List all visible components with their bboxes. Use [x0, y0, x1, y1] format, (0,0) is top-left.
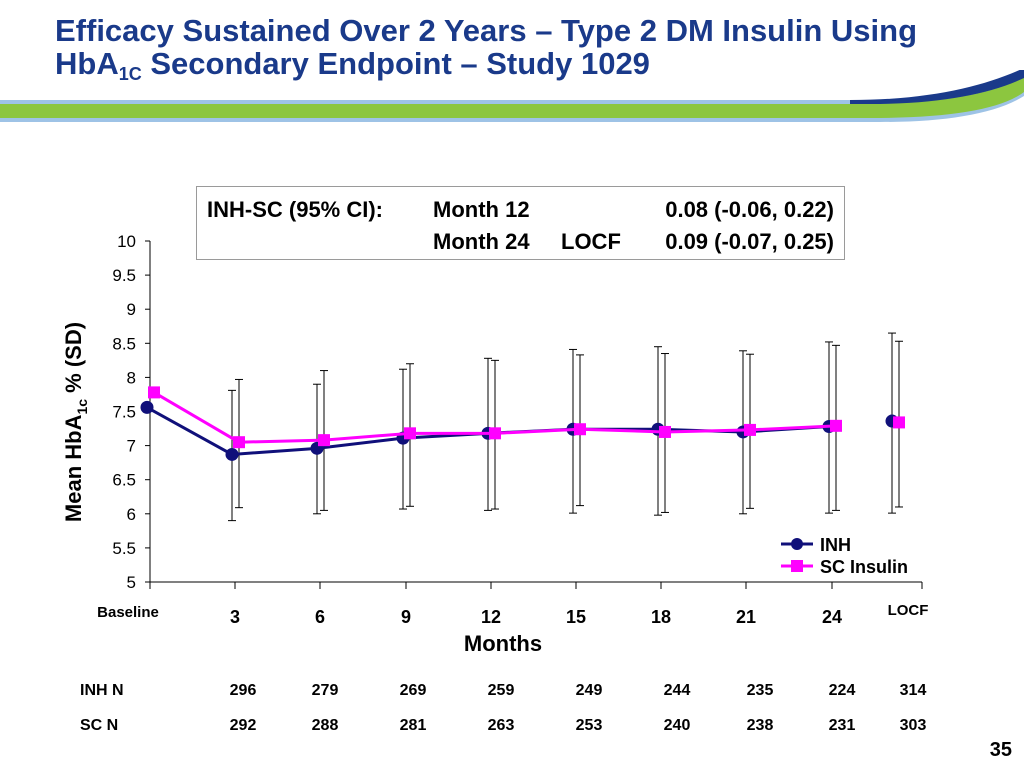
inh-data-point	[140, 400, 154, 414]
n-cell: 240	[663, 717, 691, 734]
n-cell: 259	[487, 682, 515, 699]
ci-label: INH-SC (95% CI):	[207, 197, 384, 222]
y-tick-label: 6.5	[112, 471, 136, 490]
x-tick-label: 6	[315, 607, 325, 627]
y-tick-label: 7	[127, 437, 136, 456]
x-tick-label: 15	[566, 607, 586, 627]
n-cell: 296	[229, 682, 257, 699]
n-cell: 288	[311, 717, 339, 734]
y-tick-label: 10	[117, 232, 136, 251]
sc-data-point	[574, 423, 586, 436]
ci-row1-value: 0.08 (-0.06, 0.22)	[665, 197, 834, 222]
ci-row2-time: Month 24	[433, 229, 530, 254]
n-cell: 281	[399, 717, 427, 734]
n-cell: 224	[828, 682, 856, 699]
y-tick-label: 5.5	[112, 539, 136, 558]
sc-data-point	[148, 386, 160, 399]
page-number: 35	[989, 739, 1012, 761]
ci-row2-value: 0.09 (-0.07, 0.25)	[665, 229, 834, 254]
n-cell: 279	[311, 682, 339, 699]
x-tick-label: Baseline	[97, 604, 159, 621]
y-tick-label: 5	[127, 573, 136, 592]
y-tick-label: 6	[127, 505, 136, 524]
n-cell: 269	[399, 682, 427, 699]
title-line-2-suffix: Secondary Endpoint – Study 1029	[141, 46, 650, 81]
n-cell: 292	[229, 717, 257, 734]
sc-data-point	[404, 427, 416, 440]
banner-blue-wave	[850, 70, 1024, 104]
n-cell: 244	[663, 682, 691, 699]
n-row-label-sc: SC N	[80, 717, 119, 734]
x-tick-label: 9	[401, 607, 411, 627]
legend-label: SC Insulin	[820, 557, 908, 577]
sc-data-point	[830, 419, 842, 432]
sc-data-point	[744, 423, 756, 436]
y-axis-title: Mean HbA1c % (SD)	[61, 322, 90, 522]
n-cell: 249	[575, 682, 603, 699]
sc-data-point	[318, 434, 330, 447]
legend-marker-square	[791, 560, 803, 572]
x-tick-label: LOCF	[888, 602, 929, 619]
n-cell: 231	[828, 717, 856, 734]
ci-row2-method: LOCF	[561, 229, 621, 254]
x-tick-label: 21	[736, 607, 756, 627]
x-tick-label: 18	[651, 607, 671, 627]
y-tick-label: 7.5	[112, 403, 136, 422]
title-line-1: Efficacy Sustained Over 2 Years – Type 2…	[55, 13, 918, 48]
x-tick-label: 12	[481, 607, 501, 627]
title-line-2-subscript: 1C	[118, 64, 142, 84]
n-cell: 263	[487, 717, 515, 734]
n-row-label-inh: INH N	[80, 682, 124, 699]
slide-title: Efficacy Sustained Over 2 Years – Type 2…	[55, 13, 918, 83]
title-line-2-prefix: HbA	[55, 46, 119, 81]
x-axis-title: Months	[464, 631, 542, 656]
legend-label: INH	[820, 535, 851, 555]
y-tick-label: 9.5	[112, 266, 136, 285]
y-tick-label: 9	[127, 300, 136, 319]
x-tick-label: 3	[230, 607, 240, 627]
y-tick-label: 8.5	[112, 334, 136, 353]
legend-marker-circle	[791, 538, 803, 550]
sc-data-point	[659, 425, 671, 438]
n-cell: 253	[575, 717, 603, 734]
sc-data-point	[489, 427, 501, 440]
ci-row1-time: Month 12	[433, 197, 530, 222]
x-tick-label: 24	[822, 607, 842, 627]
y-tick-label: 8	[127, 368, 136, 387]
ci-annotation-box: INH-SC (95% CI): Month 12 0.08 (-0.06, 0…	[196, 186, 845, 260]
n-cell: 238	[746, 717, 774, 734]
inh-data-point	[225, 447, 239, 461]
n-cell: 235	[746, 682, 774, 699]
sc-data-point	[233, 436, 245, 449]
header-banner	[0, 70, 1024, 122]
n-cell: 303	[899, 717, 927, 734]
sc-data-point	[893, 416, 905, 429]
banner-green-band	[0, 76, 1024, 118]
n-cell: 314	[899, 682, 927, 699]
